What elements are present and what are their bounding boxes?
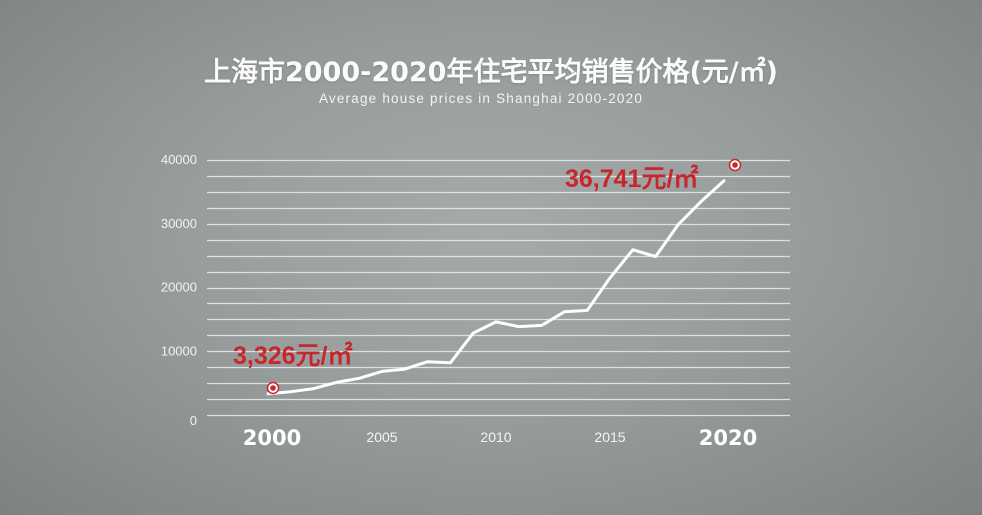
data-point <box>334 380 338 384</box>
data-point <box>631 248 635 252</box>
y-tick-label: 40000 <box>161 152 197 167</box>
data-point <box>448 361 452 365</box>
endpoint-marker-dot <box>270 385 276 391</box>
data-point <box>494 320 498 324</box>
chart-title: 上海市2000-2020年住宅平均销售价格(元/㎡) <box>203 57 779 88</box>
data-point <box>562 310 566 314</box>
data-point <box>403 367 407 371</box>
end-value-annotation: 36,741元/㎡ <box>565 164 698 193</box>
data-point <box>676 222 680 226</box>
data-point <box>699 199 703 203</box>
start-value-annotation: 3,326元/㎡ <box>233 341 353 370</box>
y-tick-label: 0 <box>190 413 197 428</box>
x-tick-label: 2020 <box>699 426 757 450</box>
x-tick-label: 2005 <box>366 429 397 445</box>
data-point <box>380 369 384 373</box>
data-point <box>722 179 726 183</box>
x-tick-label: 2000 <box>243 426 301 450</box>
data-point <box>289 390 293 394</box>
y-tick-label: 20000 <box>161 280 197 295</box>
data-point <box>608 276 612 280</box>
data-point <box>654 254 658 258</box>
data-point <box>357 376 361 380</box>
data-point <box>426 360 430 364</box>
chart-subtitle: Average house prices in Shanghai 2000-20… <box>318 91 644 106</box>
data-point <box>517 325 521 329</box>
x-tick-label: 2015 <box>594 429 625 445</box>
y-tick-label: 10000 <box>161 343 197 358</box>
endpoint-marker-dot <box>732 162 738 168</box>
data-point <box>585 308 589 312</box>
x-tick-label: 2010 <box>480 429 511 445</box>
data-point <box>471 331 475 335</box>
data-point <box>540 323 544 327</box>
y-tick-label: 30000 <box>161 216 197 231</box>
data-point <box>312 387 316 391</box>
series-line <box>266 179 726 396</box>
